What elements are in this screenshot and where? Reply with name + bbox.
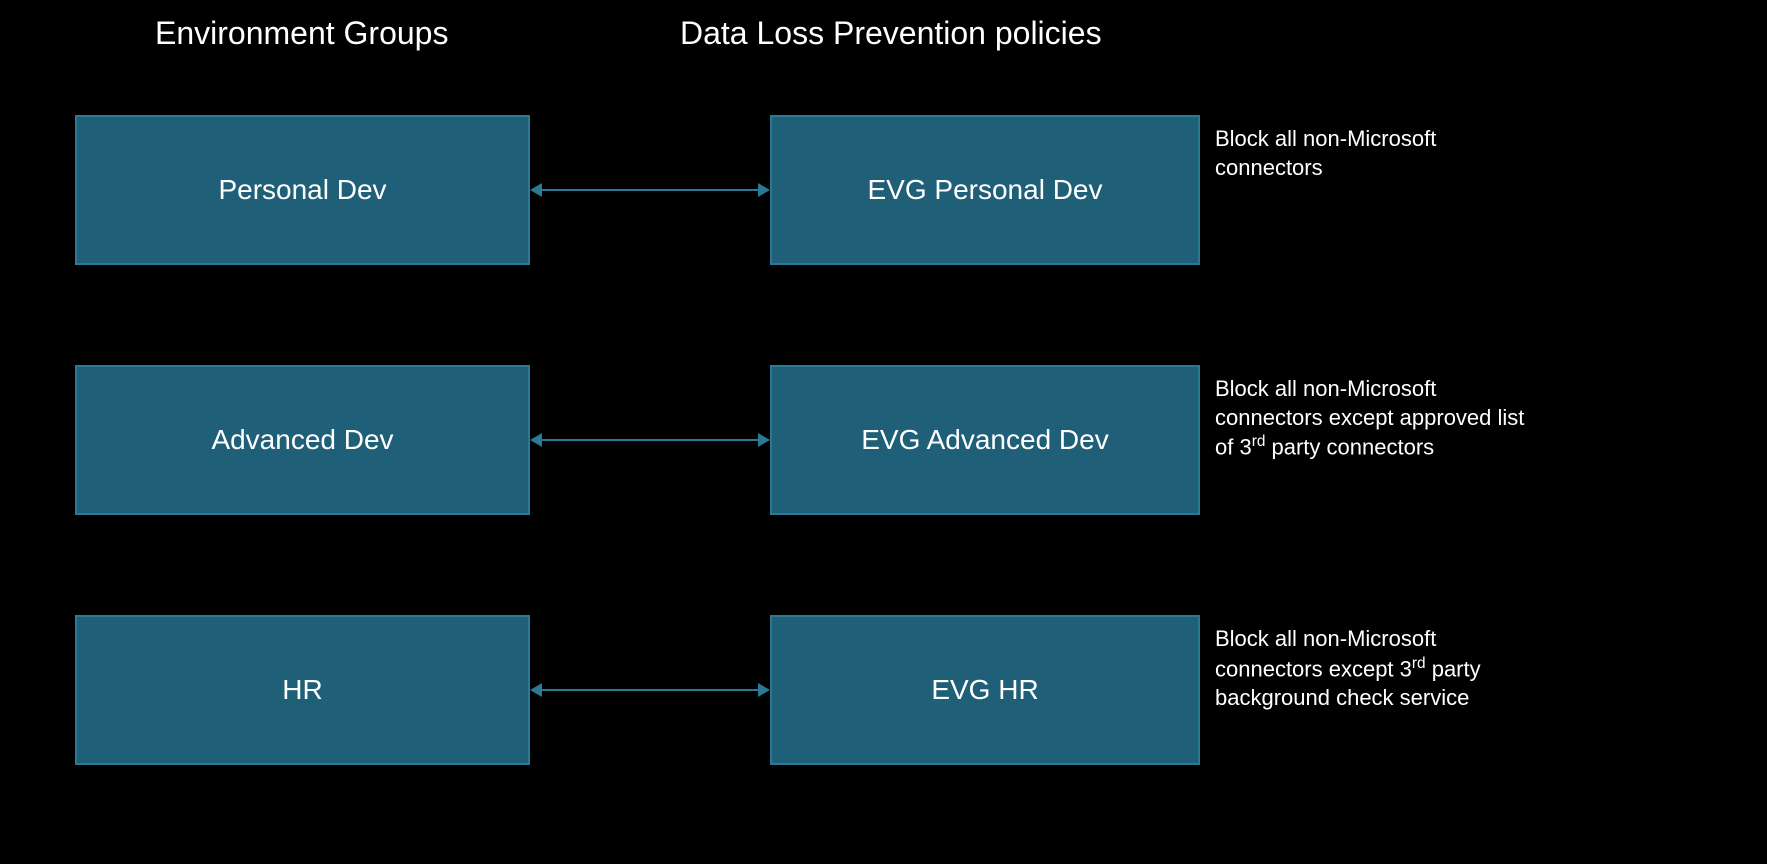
arrow-personal-dev: [542, 189, 758, 191]
box-label-evg-advanced-dev: EVG Advanced Dev: [861, 424, 1108, 456]
column-header-env-groups: Environment Groups: [155, 15, 448, 52]
arrow-head-right-personal-dev: [758, 183, 770, 197]
header-text-env: Environment Groups: [155, 15, 448, 51]
box-label-advanced-dev: Advanced Dev: [211, 424, 393, 456]
diagram-container: Environment Groups Data Loss Prevention …: [0, 0, 1767, 864]
box-label-evg-hr: EVG HR: [931, 674, 1038, 706]
description-hr: Block all non-Microsoft connectors excep…: [1215, 625, 1525, 712]
arrow-advanced-dev: [542, 439, 758, 441]
column-header-dlp-policies: Data Loss Prevention policies: [680, 15, 1102, 52]
box-env-advanced-dev: Advanced Dev: [75, 365, 530, 515]
box-dlp-advanced-dev: EVG Advanced Dev: [770, 365, 1200, 515]
box-label-hr: HR: [282, 674, 322, 706]
description-advanced-dev: Block all non-Microsoft connectors excep…: [1215, 375, 1525, 462]
arrow-head-left-hr: [530, 683, 542, 697]
box-env-personal-dev: Personal Dev: [75, 115, 530, 265]
box-dlp-hr: EVG HR: [770, 615, 1200, 765]
description-personal-dev: Block all non-Microsoft connectors: [1215, 125, 1525, 182]
arrow-head-left-personal-dev: [530, 183, 542, 197]
arrow-head-right-hr: [758, 683, 770, 697]
box-label-evg-personal-dev: EVG Personal Dev: [868, 174, 1103, 206]
box-label-personal-dev: Personal Dev: [218, 174, 386, 206]
header-text-dlp: Data Loss Prevention policies: [680, 15, 1102, 51]
description-text-personal-dev: Block all non-Microsoft connectors: [1215, 126, 1436, 180]
arrow-hr: [542, 689, 758, 691]
box-env-hr: HR: [75, 615, 530, 765]
box-dlp-personal-dev: EVG Personal Dev: [770, 115, 1200, 265]
arrow-head-right-advanced-dev: [758, 433, 770, 447]
arrow-head-left-advanced-dev: [530, 433, 542, 447]
